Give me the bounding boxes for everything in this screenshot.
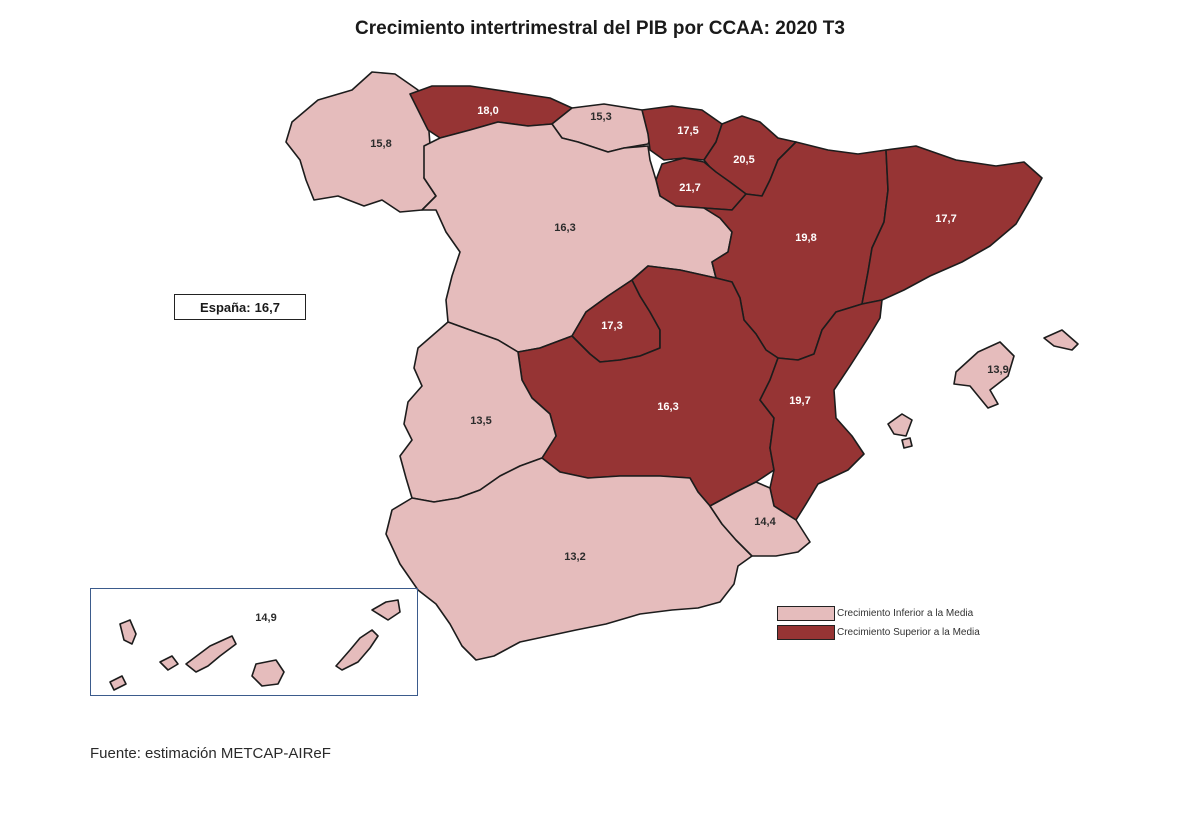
region-canarias[interactable] <box>109 599 401 691</box>
region-value-navarra: 20,5 <box>733 154 754 166</box>
canary-islands-inset-frame <box>90 588 418 696</box>
region-value-castilla-y-leon: 16,3 <box>554 222 575 234</box>
legend-item-below: Crecimiento Inferior a la Media <box>777 604 980 623</box>
map-title: Crecimiento intertrimestral del PIB por … <box>355 18 845 39</box>
national-average-label: España: <box>200 299 251 315</box>
region-murcia[interactable] <box>709 481 811 557</box>
legend-item-above: Crecimiento Superior a la Media <box>777 623 980 642</box>
legend-swatch-above <box>777 625 835 640</box>
region-value-baleares: 13,9 <box>987 364 1008 376</box>
region-value-comunidad-valenciana: 19,7 <box>789 395 810 407</box>
national-average-box: España: 16,7 <box>174 294 306 320</box>
region-value-la-rioja: 21,7 <box>679 182 700 194</box>
region-value-murcia: 14,4 <box>754 516 776 528</box>
source-note: Fuente: estimación METCAP-AIReF <box>90 745 331 762</box>
region-value-extremadura: 13,5 <box>470 415 491 427</box>
region-value-asturias: 18,0 <box>477 105 498 117</box>
region-value-andalucia: 13,2 <box>564 551 585 563</box>
national-average-value: 16,7 <box>254 299 280 315</box>
region-value-pais-vasco: 17,5 <box>677 125 698 137</box>
region-value-galicia: 15,8 <box>370 138 391 150</box>
region-value-canarias: 14,9 <box>255 612 276 624</box>
region-value-cantabria: 15,3 <box>590 111 611 123</box>
legend-swatch-below <box>777 606 835 621</box>
legend-label-above: Crecimiento Superior a la Media <box>837 627 980 638</box>
region-cataluna[interactable] <box>861 145 1043 305</box>
region-baleares[interactable] <box>887 329 1079 449</box>
region-value-madrid: 17,3 <box>601 320 622 332</box>
region-value-castilla-la-mancha: 16,3 <box>657 401 678 413</box>
region-andalucia[interactable] <box>385 457 753 661</box>
region-value-aragon: 19,8 <box>795 232 816 244</box>
region-value-cataluna: 17,7 <box>935 213 956 225</box>
legend: Crecimiento Inferior a la Media Crecimie… <box>777 604 980 642</box>
legend-label-below: Crecimiento Inferior a la Media <box>837 608 974 619</box>
